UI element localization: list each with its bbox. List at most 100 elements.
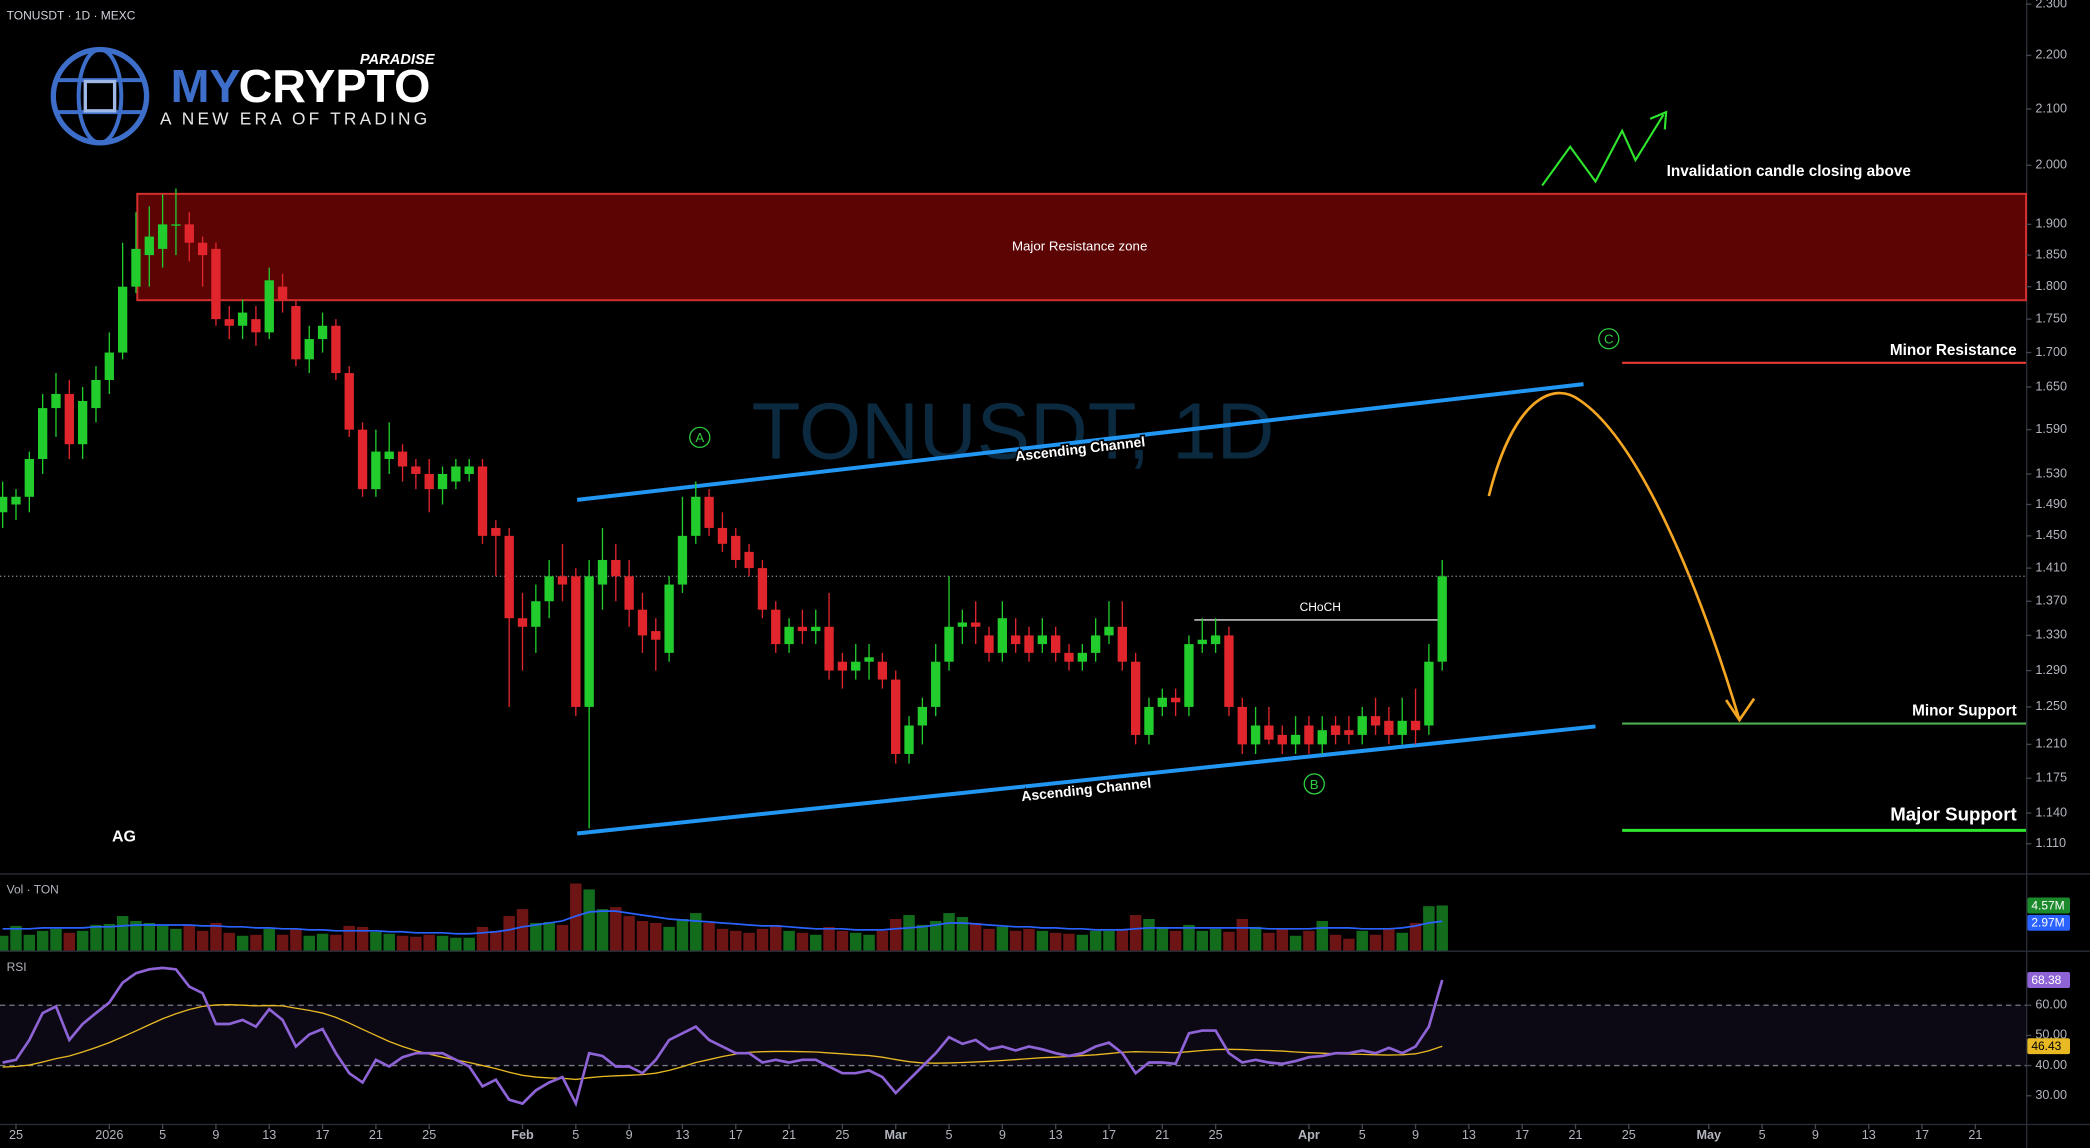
x-tick-label: Feb	[511, 1128, 534, 1142]
wave-circle	[1598, 328, 1620, 350]
candle-body	[1290, 734, 1301, 745]
volume-bar	[716, 928, 729, 951]
volume-bar	[983, 928, 995, 951]
candle-body	[251, 319, 261, 333]
candle-body	[304, 339, 314, 360]
y-tick-label: 1.370	[2035, 594, 2067, 608]
candle-body	[637, 609, 648, 636]
volume-bar	[330, 934, 342, 951]
volume-bar	[943, 913, 955, 951]
volume-bar	[929, 920, 942, 951]
x-tick-label: 9	[626, 1128, 633, 1142]
y-tick-label: 1.140	[2035, 805, 2067, 819]
x-tick-label: 9	[1812, 1128, 1819, 1142]
wave-circle	[689, 426, 711, 449]
rsi-line	[2, 966, 1444, 1108]
candle-body	[837, 661, 848, 671]
candle-body	[997, 618, 1008, 653]
volume-bar	[50, 928, 62, 951]
candle-body	[651, 631, 661, 640]
volume-bar	[796, 932, 809, 951]
candle-body	[477, 466, 488, 536]
candle-body	[224, 319, 234, 326]
volume-bar	[570, 883, 582, 951]
candle-body	[944, 626, 954, 662]
volume-bar	[1023, 928, 1035, 951]
volume-bar	[1009, 930, 1022, 951]
y-tick-label: 1.250	[2035, 699, 2067, 713]
logo-tag: PARADISE	[360, 52, 436, 68]
logo-brand-a: MY	[171, 60, 241, 112]
volume-bar	[503, 916, 515, 951]
candle-body	[1064, 652, 1074, 662]
y-tick-label: 30.00	[2035, 1088, 2067, 1102]
projection-path	[1487, 391, 1756, 723]
volume-bar	[0, 935, 9, 951]
candle-body	[317, 325, 328, 340]
candle-body	[1410, 720, 1421, 731]
candle-body	[171, 224, 181, 226]
volume-bar	[1276, 928, 1288, 951]
candle-body	[91, 379, 101, 409]
y-tick-label: 1.590	[2035, 422, 2067, 436]
candle-body	[1370, 716, 1381, 726]
rsi-line	[2, 1003, 1443, 1081]
candle-body	[1357, 716, 1367, 735]
x-tick-label: 5	[946, 1128, 953, 1142]
candle-body	[584, 576, 594, 707]
x-tick-label: 17	[1515, 1128, 1529, 1142]
volume-ma-line	[2, 910, 1443, 935]
volume-bar	[370, 931, 382, 951]
y-tick-label: 1.210	[2035, 737, 2067, 751]
candle-body	[384, 451, 394, 460]
volume-bar	[1249, 926, 1262, 951]
x-tick-label: May	[1696, 1128, 1721, 1142]
volume-bar	[583, 889, 595, 951]
symbol-title: TONUSDT · 1D · MEXC	[7, 8, 136, 22]
logo-globe-meridian	[76, 47, 124, 145]
candle-body	[131, 248, 141, 287]
volume-bar	[969, 922, 982, 951]
y-tick-label: 1.530	[2035, 466, 2067, 480]
watermark: TONUSDT, 1D	[752, 387, 1275, 476]
y-tick-label: 1.175	[2035, 771, 2067, 785]
volume-bar	[1289, 935, 1302, 951]
candle-body	[957, 622, 968, 627]
candle-body	[931, 661, 941, 707]
candle-body	[557, 576, 568, 585]
candle-body	[197, 242, 208, 256]
y-tick-label: 1.110	[2035, 836, 2066, 850]
volume-bar	[156, 925, 169, 951]
volume-bar	[263, 928, 275, 951]
volume-bar	[490, 930, 502, 951]
candle-body	[1024, 635, 1034, 653]
candle-body	[1077, 652, 1087, 662]
candle-body	[1197, 639, 1207, 645]
volume-bar	[743, 932, 755, 951]
volume-bar	[463, 937, 475, 951]
volume-bar	[1036, 930, 1049, 951]
value-badge	[2027, 971, 2071, 988]
x-tick-label: 9	[212, 1128, 219, 1142]
candle-body	[797, 626, 808, 632]
channel-line	[576, 382, 1584, 502]
x-tick-label: 25	[1622, 1128, 1636, 1142]
candle-body	[731, 535, 741, 560]
candle-body	[571, 576, 581, 707]
volume-bar	[836, 930, 849, 951]
candle-body	[1304, 725, 1314, 745]
volume-bar	[383, 933, 395, 951]
volume-bar	[1183, 924, 1195, 951]
candle-body	[464, 466, 474, 474]
y-tick-label: 1.850	[2035, 247, 2067, 261]
candle-body	[424, 473, 434, 490]
candle-body	[1224, 635, 1234, 707]
volume-bar	[770, 924, 782, 951]
volume-bar	[1116, 928, 1129, 951]
volume-bar	[343, 925, 355, 951]
volume-bar	[610, 907, 622, 951]
volume-bar	[849, 932, 862, 951]
y-tick-label: 1.330	[2035, 628, 2067, 642]
candle-body	[1250, 725, 1261, 745]
